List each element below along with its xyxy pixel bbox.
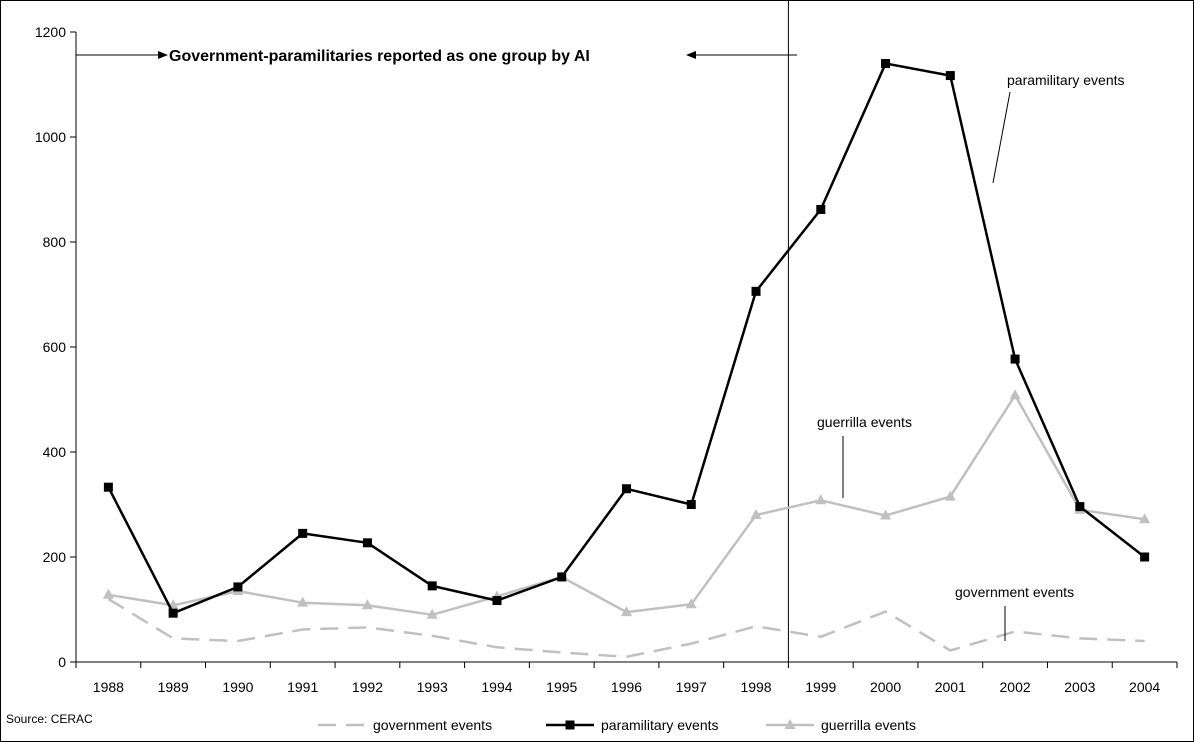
y-tick-label: 800 [43,234,67,250]
guerrilla-point [815,494,826,504]
x-tick-label: 1988 [93,679,124,695]
paramilitary-point [492,596,501,605]
x-tick-label: 1993 [417,679,448,695]
x-tick-label: 1996 [611,679,642,695]
paramilitary-point [298,529,307,538]
paramilitary-leader-line [993,92,1010,183]
legend-item-government-events: government events [318,717,492,733]
paramilitary-point [622,484,631,493]
paramilitary-point [233,582,242,591]
y-tick-label: 1000 [35,129,66,145]
y-tick-label: 0 [58,654,66,670]
guerrilla-point [103,589,114,599]
legend-item-paramilitary-events: paramilitary events [546,717,719,733]
x-tick-label: 1999 [805,679,836,695]
y-tick-label: 600 [43,339,67,355]
y-tick-label: 1200 [35,24,66,40]
paramilitary-annotation: paramilitary events [1007,72,1125,88]
legend: government events paramilitary events guer… [318,717,916,733]
legend-label-guerrilla-events: guerrilla events [821,717,916,733]
paramilitary-point [1140,553,1149,562]
banner-arrowhead-right [686,51,696,59]
x-tick-label: 2002 [1000,679,1031,695]
guerrilla-annotation: guerrilla events [817,414,912,430]
legend-label-paramilitary-events: paramilitary events [601,717,719,733]
legend-label-government-events: government events [373,717,492,733]
x-tick-label: 2000 [870,679,901,695]
legend-item-guerrilla-events: guerrilla events [766,717,916,733]
paramilitary-point [816,205,825,214]
paramilitary-point [1011,355,1020,364]
legend-marker [566,721,575,730]
guerrilla-events-line [108,395,1144,615]
y-tick-label: 200 [43,549,67,565]
x-tick-label: 1998 [740,679,771,695]
paramilitary-point [557,572,566,581]
guerrilla-point [1010,389,1021,399]
series-layer [103,59,1150,657]
x-tick-label: 2003 [1064,679,1095,695]
paramilitary-point [752,287,761,296]
government-annotation: government events [955,584,1074,600]
x-axis-tick-labels: 1988 1989 1990 1991 1992 1993 1994 1995 1996 1997… [93,679,1161,695]
paramilitary-events-line [108,64,1144,614]
y-axis-tick-labels: 0 200 400 600 800 1000 1200 [35,24,66,670]
annotation-layer: Government-paramilitaries reported as on… [76,48,1125,641]
x-tick-label: 2004 [1129,679,1160,695]
paramilitary-point [363,538,372,547]
banner-annotation: Government-paramilitaries reported as on… [169,48,590,65]
paramilitary-point [687,500,696,509]
y-tick-label: 400 [43,444,67,460]
paramilitary-point [169,609,178,618]
x-tick-label: 1990 [222,679,253,695]
x-tick-label: 1992 [352,679,383,695]
x-tick-label: 1997 [676,679,707,695]
x-tick-label: 1991 [287,679,318,695]
paramilitary-events-series [104,59,1149,618]
source-note: Source: CERAC [6,712,93,726]
paramilitary-point [428,581,437,590]
paramilitary-point [1075,502,1084,511]
x-tick-label: 1989 [158,679,189,695]
x-tick-label: 1995 [546,679,577,695]
x-tick-label: 1994 [481,679,512,695]
paramilitary-point [881,59,890,68]
paramilitary-point [946,71,955,80]
x-tick-label: 2001 [935,679,966,695]
paramilitary-point [104,483,113,492]
banner-arrowhead-left [158,51,168,59]
